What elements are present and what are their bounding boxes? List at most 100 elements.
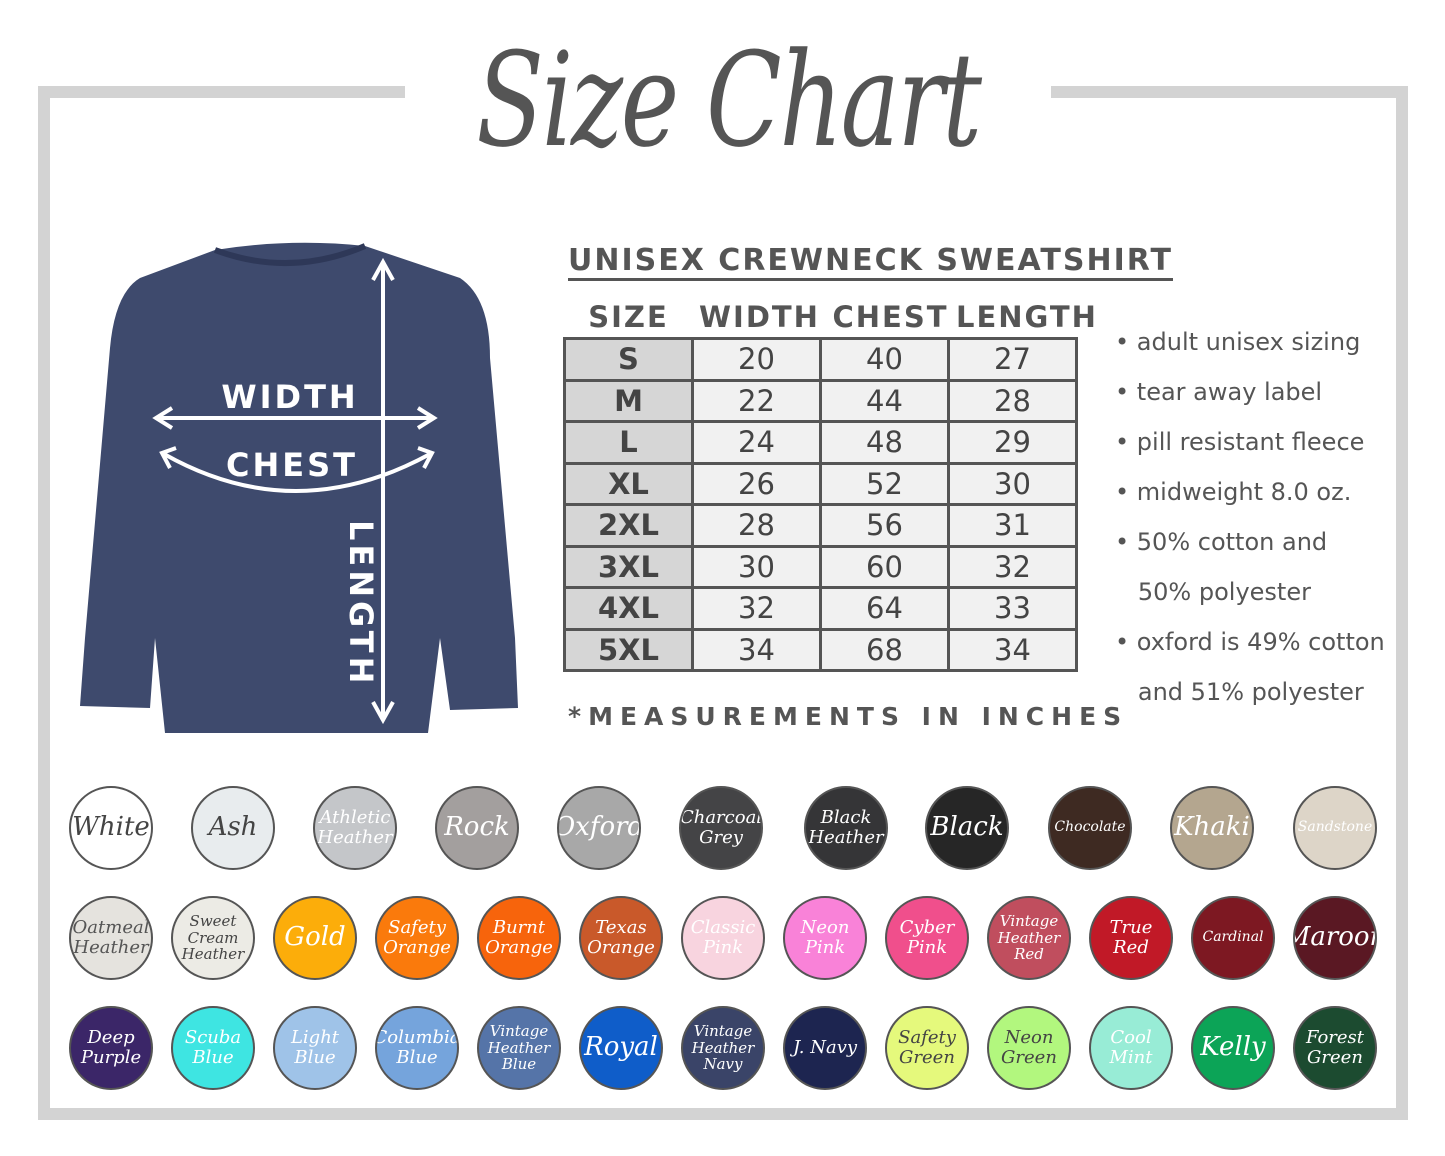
size-cell: L	[563, 420, 694, 465]
swatch-neon-green: Neon Green	[987, 1006, 1071, 1090]
swatch-vintage-heather-navy: Vintage Heather Navy	[681, 1006, 765, 1090]
table-row: L 24 48 29	[563, 420, 1078, 465]
table-title: UNISEX CREWNECK SWEATSHIRT	[568, 244, 1173, 281]
swatch-black-heather: Black Heather	[804, 786, 888, 870]
table-row: XL 26 52 30	[563, 461, 1078, 506]
size-cell: 2XL	[563, 503, 694, 548]
feature-item: • midweight 8.0 oz.	[1115, 478, 1352, 506]
swatch-light-blue: Light Blue	[273, 1006, 357, 1090]
frame-border	[38, 86, 1408, 1120]
page-title: Size Chart	[476, 24, 982, 176]
header-size: SIZE	[588, 300, 669, 334]
swatch-ash: Ash	[191, 786, 275, 870]
swatch-true-red: True Red	[1089, 896, 1173, 980]
swatch-columbia-blue: Columbia Blue	[375, 1006, 459, 1090]
swatch-charcoal-grey: Charcoal Grey	[679, 786, 763, 870]
swatch-burnt-orange: Burnt Orange	[477, 896, 561, 980]
width-cell: 26	[691, 461, 822, 506]
measurement-arrows	[152, 257, 438, 725]
length-cell: 27	[947, 337, 1078, 382]
feature-item: • pill resistant fleece	[1115, 428, 1365, 456]
swatch-gold: Gold	[273, 896, 357, 980]
size-cell: S	[563, 337, 694, 382]
width-cell: 30	[691, 544, 822, 589]
chest-cell: 40	[819, 337, 950, 382]
feature-item: • 50% cotton and	[1115, 528, 1328, 556]
header-width: WIDTH	[699, 300, 820, 334]
shirt-collar	[213, 243, 367, 267]
feature-item: • adult unisex sizing	[1115, 328, 1361, 356]
swatch-sweet-cream-heather: Sweet Cream Heather	[171, 896, 255, 980]
swatch-cardinal: Cardinal	[1191, 896, 1275, 980]
chest-cell: 64	[819, 586, 950, 631]
size-cell: 3XL	[563, 544, 694, 589]
features-list: • adult unisex sizing • tear away label • …	[1115, 322, 1385, 722]
swatch-safety-orange: Safety Orange	[375, 896, 459, 980]
feature-item: • oxford is 49% cotton	[1115, 628, 1385, 656]
swatch-cyber-pink: Cyber Pink	[885, 896, 969, 980]
swatch-vintage-heather-red: Vintage Heather Red	[987, 896, 1071, 980]
swatch-rock: Rock	[435, 786, 519, 870]
width-cell: 28	[691, 503, 822, 548]
length-cell: 32	[947, 544, 1078, 589]
header-chest: CHEST	[832, 300, 949, 334]
chest-label: CHEST	[226, 446, 358, 484]
feature-item: 50% polyester	[1115, 578, 1311, 606]
swatch-neon-pink: Neon Pink	[783, 896, 867, 980]
measurement-note: *MEASUREMENTS IN INCHES	[568, 702, 1129, 731]
swatch-chocolate: Chocolate	[1048, 786, 1132, 870]
width-cell: 20	[691, 337, 822, 382]
swatch-sandstone: Sandstone	[1293, 786, 1377, 870]
swatch-scuba-blue: Scuba Blue	[171, 1006, 255, 1090]
sweatshirt-illustration: WIDTH CHEST LENGTH	[80, 242, 518, 734]
width-cell: 32	[691, 586, 822, 631]
length-cell: 30	[947, 461, 1078, 506]
title-gap	[405, 70, 1051, 110]
swatch-j-navy: J. Navy	[783, 1006, 867, 1090]
width-cell: 34	[691, 627, 822, 672]
size-cell: XL	[563, 461, 694, 506]
chest-cell: 44	[819, 378, 950, 423]
chest-cell: 56	[819, 503, 950, 548]
chest-cell: 48	[819, 420, 950, 465]
length-cell: 28	[947, 378, 1078, 423]
swatch-kelly: Kelly	[1191, 1006, 1275, 1090]
swatch-classic-pink: Classic Pink	[681, 896, 765, 980]
feature-item: and 51% polyester	[1115, 678, 1364, 706]
size-cell: 4XL	[563, 586, 694, 631]
swatch-white: White	[69, 786, 153, 870]
length-cell: 34	[947, 627, 1078, 672]
width-cell: 22	[691, 378, 822, 423]
swatch-forest-green: Forest Green	[1293, 1006, 1377, 1090]
length-cell: 33	[947, 586, 1078, 631]
size-cell: M	[563, 378, 694, 423]
length-cell: 31	[947, 503, 1078, 548]
length-cell: 29	[947, 420, 1078, 465]
swatch-oxford: Oxford	[557, 786, 641, 870]
table-row: M 22 44 28	[563, 378, 1078, 423]
swatch-safety-green: Safety Green	[885, 1006, 969, 1090]
chest-cell: 60	[819, 544, 950, 589]
swatch-cool-mint: Cool Mint	[1089, 1006, 1173, 1090]
chest-cell: 52	[819, 461, 950, 506]
swatch-athletic-heather: Athletic Heather	[313, 786, 397, 870]
size-table: S 20 40 27 M 22 44 28 L 24 48 29 XL 26 52 30 2XL 28 56 31 3X…	[563, 337, 1078, 672]
table-row: 4XL 32 64 33	[563, 586, 1078, 631]
swatch-maroon: Maroon	[1293, 896, 1377, 980]
shirt-body	[80, 242, 518, 734]
table-row: 3XL 30 60 32	[563, 544, 1078, 589]
feature-item: • tear away label	[1115, 378, 1323, 406]
size-cell: 5XL	[563, 627, 694, 672]
width-label: WIDTH	[221, 378, 358, 416]
swatch-khaki: Khaki	[1170, 786, 1254, 870]
table-row: 2XL 28 56 31	[563, 503, 1078, 548]
swatch-black: Black	[925, 786, 1009, 870]
swatch-oatmeal-heather: Oatmeal Heather	[69, 896, 153, 980]
swatch-vintage-heather-blue: Vintage Heather Blue	[477, 1006, 561, 1090]
table-row: 5XL 34 68 34	[563, 627, 1078, 672]
width-cell: 24	[691, 420, 822, 465]
chest-cell: 68	[819, 627, 950, 672]
swatch-royal: Royal	[579, 1006, 663, 1090]
swatch-deep-purple: Deep Purple	[69, 1006, 153, 1090]
length-label: LENGTH	[342, 520, 380, 687]
